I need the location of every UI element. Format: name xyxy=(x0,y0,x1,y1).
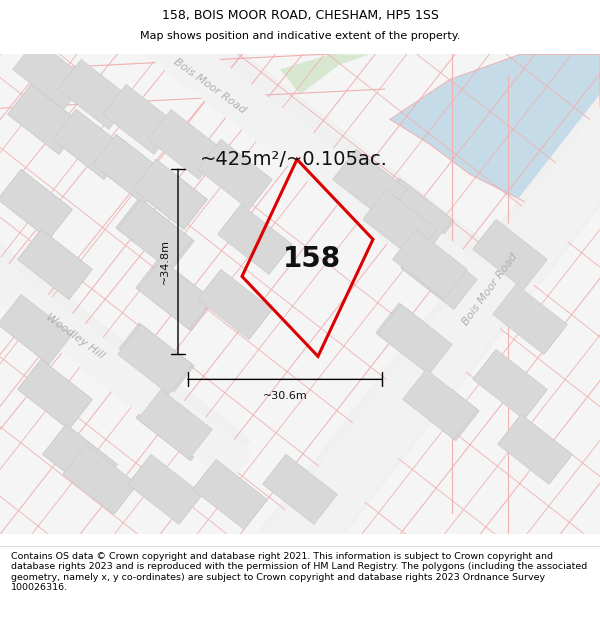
Polygon shape xyxy=(0,0,509,318)
Polygon shape xyxy=(401,368,479,441)
Polygon shape xyxy=(92,134,167,204)
Polygon shape xyxy=(392,229,467,299)
Text: Bois Moor Road: Bois Moor Road xyxy=(461,251,520,328)
Polygon shape xyxy=(0,169,73,239)
Polygon shape xyxy=(136,388,214,461)
Polygon shape xyxy=(473,219,547,289)
Polygon shape xyxy=(92,134,167,204)
Polygon shape xyxy=(53,109,127,179)
Polygon shape xyxy=(392,229,467,299)
Polygon shape xyxy=(118,324,193,394)
Polygon shape xyxy=(116,198,194,271)
Polygon shape xyxy=(133,159,208,229)
Polygon shape xyxy=(199,271,271,338)
Polygon shape xyxy=(218,206,292,273)
Polygon shape xyxy=(133,159,208,229)
Polygon shape xyxy=(497,414,572,484)
Polygon shape xyxy=(493,284,568,354)
Polygon shape xyxy=(116,323,194,396)
Polygon shape xyxy=(58,59,133,129)
Polygon shape xyxy=(128,454,202,524)
Polygon shape xyxy=(376,178,454,251)
Polygon shape xyxy=(263,454,337,524)
Polygon shape xyxy=(362,189,437,259)
Text: ~34.8m: ~34.8m xyxy=(160,239,170,284)
Polygon shape xyxy=(154,115,217,174)
Polygon shape xyxy=(62,444,137,514)
Polygon shape xyxy=(377,304,452,374)
Text: 158, BOIS MOOR ROAD, CHESHAM, HP5 1SS: 158, BOIS MOOR ROAD, CHESHAM, HP5 1SS xyxy=(161,9,439,22)
Polygon shape xyxy=(137,389,212,459)
Polygon shape xyxy=(17,359,92,429)
Polygon shape xyxy=(390,54,600,204)
Polygon shape xyxy=(473,351,547,418)
Polygon shape xyxy=(377,179,452,249)
Polygon shape xyxy=(43,424,118,494)
Polygon shape xyxy=(43,424,118,494)
Polygon shape xyxy=(362,189,437,259)
Polygon shape xyxy=(118,199,193,269)
Polygon shape xyxy=(199,141,271,208)
Text: Woodley Hill: Woodley Hill xyxy=(44,312,106,361)
Polygon shape xyxy=(218,204,292,274)
Polygon shape xyxy=(19,45,82,104)
Polygon shape xyxy=(109,90,172,149)
Polygon shape xyxy=(403,239,478,309)
Text: ~425m²/~0.105ac.: ~425m²/~0.105ac. xyxy=(200,150,388,169)
Text: Bois Moor Road: Bois Moor Road xyxy=(172,57,248,116)
Polygon shape xyxy=(494,286,566,353)
Polygon shape xyxy=(8,84,82,154)
Polygon shape xyxy=(197,269,272,339)
Polygon shape xyxy=(17,359,92,429)
Polygon shape xyxy=(473,349,547,419)
Polygon shape xyxy=(473,221,547,288)
Polygon shape xyxy=(280,54,370,94)
Polygon shape xyxy=(197,139,272,209)
Polygon shape xyxy=(137,259,212,329)
Polygon shape xyxy=(193,459,268,529)
Polygon shape xyxy=(0,195,252,484)
Polygon shape xyxy=(103,84,178,154)
Polygon shape xyxy=(148,109,223,179)
Polygon shape xyxy=(403,369,478,439)
Polygon shape xyxy=(263,456,337,523)
Polygon shape xyxy=(401,238,479,311)
Polygon shape xyxy=(499,416,571,483)
Polygon shape xyxy=(17,229,92,299)
Polygon shape xyxy=(376,303,454,376)
Polygon shape xyxy=(8,84,82,154)
Text: ~30.6m: ~30.6m xyxy=(263,391,307,401)
Polygon shape xyxy=(0,0,502,294)
Polygon shape xyxy=(332,149,407,219)
Polygon shape xyxy=(194,461,266,528)
Polygon shape xyxy=(0,294,73,364)
Polygon shape xyxy=(13,39,88,109)
Text: 158: 158 xyxy=(283,246,341,273)
Polygon shape xyxy=(0,294,73,364)
Polygon shape xyxy=(64,446,136,513)
Polygon shape xyxy=(136,258,214,331)
Polygon shape xyxy=(64,65,127,124)
Polygon shape xyxy=(251,1,600,588)
Polygon shape xyxy=(332,149,407,219)
Polygon shape xyxy=(53,109,127,179)
Polygon shape xyxy=(17,229,92,299)
Polygon shape xyxy=(128,456,202,523)
Text: Contains OS data © Crown copyright and database right 2021. This information is : Contains OS data © Crown copyright and d… xyxy=(11,552,587,592)
Text: Map shows position and indicative extent of the property.: Map shows position and indicative extent… xyxy=(140,31,460,41)
Polygon shape xyxy=(0,194,251,475)
Polygon shape xyxy=(253,27,600,582)
Polygon shape xyxy=(0,169,73,239)
